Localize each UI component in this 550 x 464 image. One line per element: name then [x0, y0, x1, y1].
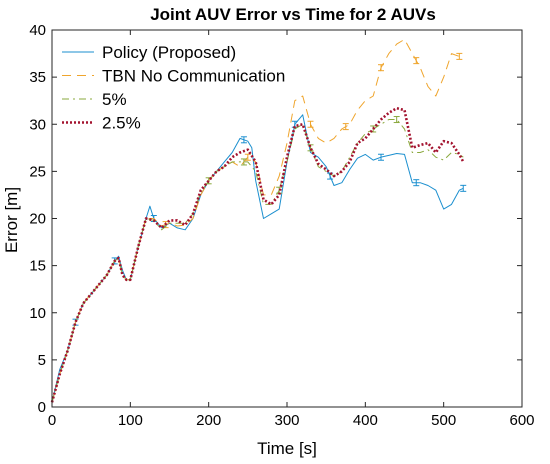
chart-title: Joint AUV Error vs Time for 2 AUVs	[150, 5, 436, 24]
legend-label-0: Policy (Proposed)	[102, 43, 236, 62]
y-tick-label-3: 15	[29, 258, 46, 275]
x-tick-label-5: 500	[431, 412, 456, 429]
error-bar-1-5	[413, 57, 420, 65]
x-tick-label-1: 100	[118, 412, 143, 429]
x-tick-label-3: 300	[274, 412, 299, 429]
error-bar-0-7	[413, 179, 420, 187]
x-tick-label-0: 0	[48, 412, 56, 429]
x-tick-label-2: 200	[196, 412, 221, 429]
y-tick-label-2: 10	[29, 305, 46, 322]
x-tick-label-4: 400	[353, 412, 378, 429]
y-tick-label-6: 30	[29, 116, 46, 133]
error-bar-0-6	[378, 153, 384, 161]
legend-label-3: 2.5%	[102, 114, 141, 133]
axes-frame	[51, 29, 523, 408]
plot-area	[50, 38, 467, 403]
series-line-3	[50, 106, 465, 403]
error-bar-2-1	[240, 158, 247, 166]
y-tick-label-5: 25	[29, 163, 46, 180]
error-bar-1-3	[342, 123, 349, 131]
y-tick-label-1: 5	[38, 352, 46, 369]
error-bar-1-1	[244, 153, 251, 161]
legend-label-2: 5%	[102, 90, 127, 109]
error-bar-2-5	[393, 116, 400, 124]
axes: 0 100 200 300 400 500 600 0 5 10 15 20 25 30 35 40	[29, 22, 534, 429]
y-tick-label-4: 20	[29, 211, 46, 228]
error-bar-0-3	[240, 136, 247, 144]
error-bar-1-4	[378, 64, 384, 72]
error-bar-1-2	[307, 120, 314, 128]
y-axis-label: Error [m]	[2, 187, 21, 253]
series-line-0	[51, 114, 464, 403]
x-tick-label-6: 600	[509, 412, 534, 429]
x-axis-label: Time [s]	[257, 439, 317, 458]
error-bar-0-8	[460, 184, 467, 192]
y-tick-label-0: 0	[38, 399, 46, 416]
legend: Policy (Proposed) TBN No Communication 5% 2…	[62, 43, 285, 133]
error-bar-1-6	[456, 52, 463, 60]
y-tick-label-7: 35	[29, 69, 46, 86]
y-tick-label-8: 40	[29, 22, 46, 39]
legend-label-1: TBN No Communication	[102, 67, 285, 86]
